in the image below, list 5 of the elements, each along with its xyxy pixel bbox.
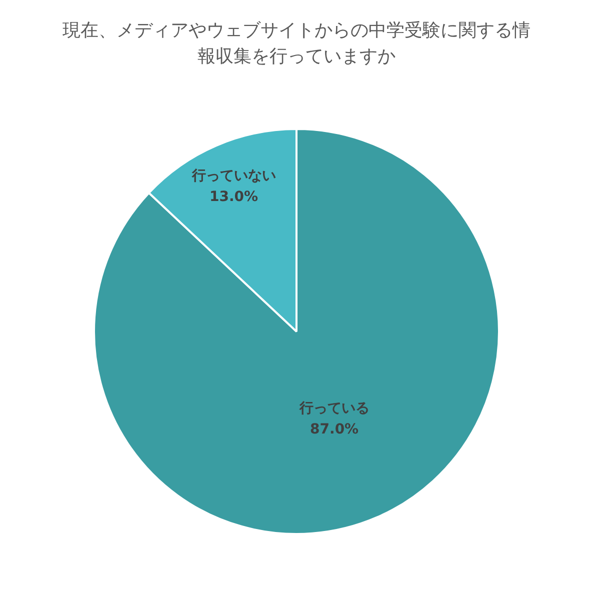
data-label: 87.0% bbox=[310, 421, 359, 438]
chart-title: 現在、メディアやウェブサイトからの中学受験に関する情報収集を行っていますか bbox=[62, 19, 532, 69]
slice-label: 行っていない bbox=[190, 168, 276, 184]
slice-label: 行っている bbox=[298, 400, 370, 416]
data-label: 13.0% bbox=[209, 189, 258, 206]
